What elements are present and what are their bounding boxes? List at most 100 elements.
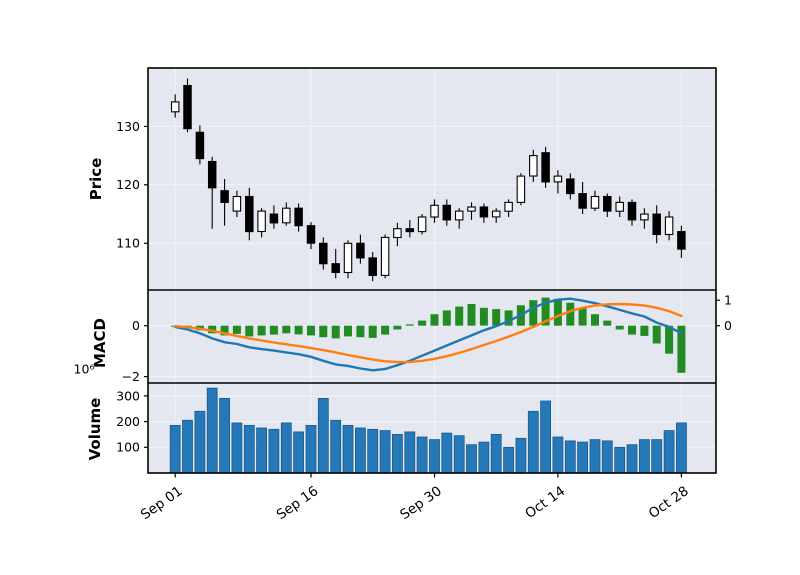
volume-ytick-label: 200 [116,414,140,429]
volume-bar [663,430,675,474]
volume-bars [169,387,687,474]
y-ticks [144,125,720,448]
volume-bar [490,433,502,474]
candle [664,211,674,241]
candle [529,149,538,182]
candle [417,214,427,235]
volume-bar [639,439,650,474]
candle [170,94,180,118]
volume-ytick-label: 300 [116,388,140,403]
candle [294,203,303,232]
candle [504,199,513,217]
candle [430,199,439,223]
macd-histogram-bar [504,310,513,326]
candle [652,205,661,244]
candle [269,205,279,229]
volume-bar [503,446,515,474]
volume-bar [268,428,280,474]
macd-histogram-bar [319,325,328,338]
macd-histogram-bar [442,310,451,326]
price-axis-label: Price [87,157,105,201]
macd-histogram-bar [603,320,612,326]
volume-bar [219,397,231,474]
axes-spines [147,67,717,474]
volume-bar [466,444,477,474]
signal-line [173,302,683,364]
volume-bar [441,432,453,474]
price-ytick-label: 110 [116,236,140,251]
candle [405,219,415,238]
candle [380,234,390,279]
x-tick-label: Oct 14 [522,483,568,522]
candle [343,240,353,279]
candle [319,237,328,270]
x-tick-label: Oct 28 [646,483,692,522]
candle [677,225,686,258]
volume-bar [478,441,490,474]
candle [516,173,526,206]
volume-bar [256,427,268,474]
volume-bar [577,441,588,474]
volume-bar [453,435,465,474]
macd-histogram-bar [652,325,661,344]
volume-bar [305,424,317,474]
macd-histogram-bar [331,325,340,339]
volume-bar [552,436,564,474]
macd-histogram-bar [368,325,377,338]
candle [245,187,254,241]
macd-axis-label: MACD [91,318,109,368]
volume-bar [540,400,551,474]
macd-histogram-bar [405,324,414,326]
macd-histogram-bar [430,314,439,326]
volume-bar [330,419,342,474]
macd-histogram-bar [529,300,538,326]
macd-histogram-bar [455,306,464,326]
volume-bar [601,440,613,474]
candle [356,234,365,264]
macd-histogram-bar [381,325,390,335]
price-ytick-label: 130 [116,119,140,134]
macd-right-ytick-label: 0 [724,318,732,333]
volume-bar [564,440,576,474]
volume-bar [676,422,687,474]
volume-bar [367,428,379,474]
macd-histogram-bar [344,325,352,337]
candle [603,193,612,217]
volume-bar [589,439,601,474]
macd-histogram-bar [553,298,562,326]
macd-histogram-bar [356,325,365,338]
macd-line [173,297,683,372]
macd-histogram-bar [245,325,254,337]
candle [195,125,205,165]
candle [257,208,266,238]
candle [232,190,242,217]
candle [578,181,587,215]
volume-bar [169,424,181,474]
macd-histogram-bar [541,297,550,326]
macd-histogram-bar [418,320,427,326]
x-tick-label: Sep 16 [274,483,322,523]
macd-histogram-bar [492,309,501,326]
candle [553,170,563,194]
x-tick-label: Sep 30 [397,483,445,523]
volume-bar [293,431,305,474]
macd-histogram [171,297,686,373]
macd-right-ytick-label: 1 [724,293,732,308]
macd-offset-text: 10⁶ [73,361,95,377]
volume-bar [429,439,440,474]
candle [282,202,291,226]
x-ticks [174,473,683,478]
candle [183,78,192,133]
macd-histogram-bar [393,325,402,330]
macd-histogram-bar [257,325,266,336]
macd-ytick-label: 0 [132,318,140,333]
candle [541,146,550,188]
macd-histogram-bar [665,325,674,354]
macd-histogram-bar [578,307,587,326]
macd-histogram-bar [677,325,686,373]
candle [442,199,452,226]
volume-ytick-label: 100 [116,440,140,455]
candle [393,222,402,247]
